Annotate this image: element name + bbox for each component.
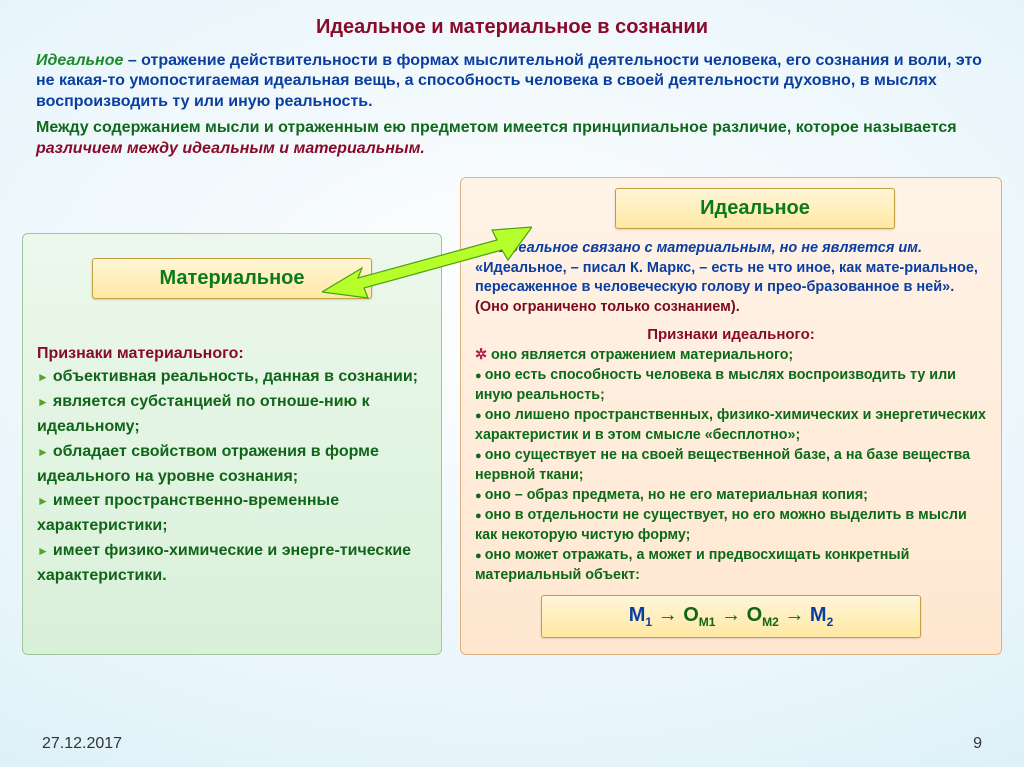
ideal-item: оно лишено пространственных, физико-хими… [475, 405, 987, 445]
ideal-item: оно есть способность человека в мыслях в… [475, 365, 987, 405]
ideal-lead: Идеальное связано с материальным, но не … [475, 239, 987, 317]
intro-second: Между содержанием мысли и отраженным ею … [36, 119, 957, 136]
material-item: имеет пространственно-временные характер… [37, 489, 427, 539]
ideal-box: Идеальное Идеальное связано с материальн… [460, 177, 1002, 654]
ideal-note: (Оно ограничено только сознанием). [475, 299, 740, 315]
material-box: Материальное Признаки материального: объ… [22, 233, 442, 654]
ideal-item: оно – образ предмета, но не его материал… [475, 485, 987, 505]
ideal-lead-plain: Идеальное связано с материальным, но не … [499, 240, 922, 256]
formula-m1: М1 [629, 604, 652, 626]
material-label: Материальное [92, 258, 372, 299]
intro-block: Идеальное – отражение действительности в… [0, 39, 1024, 159]
intro-diff: различием между идеальным и материальным… [36, 140, 425, 157]
ideal-header: Признаки идеального: [475, 326, 987, 343]
intro-term: Идеальное [36, 52, 123, 69]
ideal-quote: «Идеальное, – писал К. Маркс, – есть не … [475, 260, 978, 296]
material-item: объективная реальность, данная в сознани… [37, 365, 427, 390]
footer-page: 9 [973, 735, 982, 753]
ideal-item: оно является отражением материального; [475, 345, 987, 365]
ideal-item: оно существует не на своей вещественной … [475, 445, 987, 485]
formula: М1 → ОМ1 → ОМ2 → М2 [541, 595, 921, 638]
intro-definition: – отражение действительности в формах мы… [36, 52, 982, 110]
material-header: Признаки материального: [37, 345, 427, 363]
ideal-label: Идеальное [615, 188, 895, 229]
formula-m2: М2 [810, 604, 833, 626]
slide-title: Идеальное и материальное в сознании [0, 0, 1024, 39]
footer: 27.12.2017 9 [0, 735, 1024, 753]
ideal-item: оно может отражать, а может и предвосхищ… [475, 545, 987, 585]
material-item: имеет физико-химические и энерге-тически… [37, 539, 427, 589]
material-item: обладает свойством отражения в форме иде… [37, 440, 427, 490]
formula-o2: ОМ2 [747, 604, 779, 626]
ideal-list: оно является отражением материального; о… [475, 345, 987, 585]
formula-o1: ОМ1 [683, 604, 715, 626]
material-item: является субстанцией по отноше-нию к иде… [37, 390, 427, 440]
footer-date: 27.12.2017 [42, 735, 122, 753]
columns: Материальное Признаки материального: объ… [0, 159, 1024, 654]
ideal-item: оно в отдельности не существует, но его … [475, 505, 987, 545]
material-list: объективная реальность, данная в сознани… [37, 365, 427, 588]
